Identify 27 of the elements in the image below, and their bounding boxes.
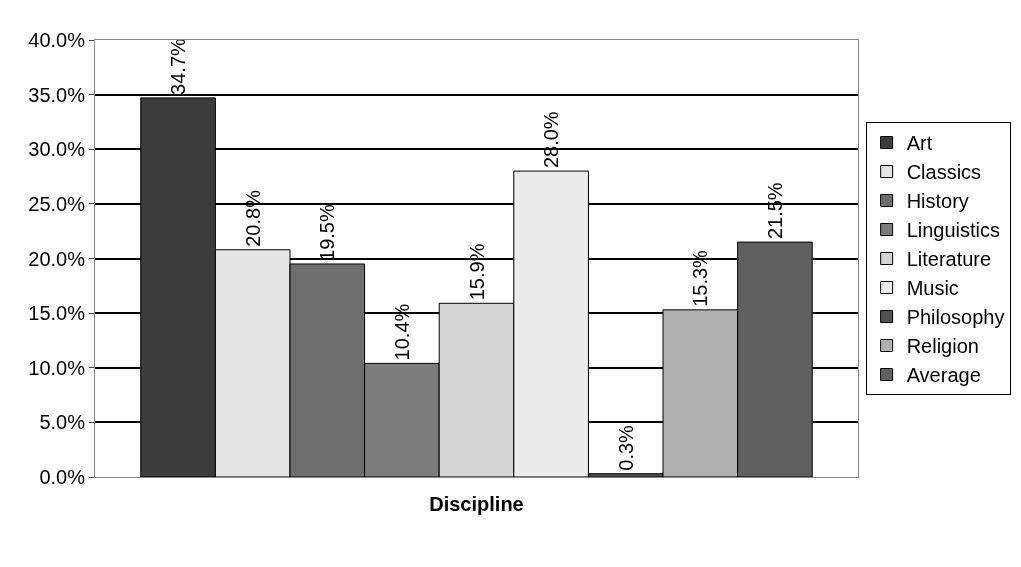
legend-label: History [906,190,969,213]
legend-label: Average [906,364,981,387]
legend-label: Art [906,132,933,155]
data-label: 0.3% [614,424,637,471]
y-tick-label: 20.0% [28,247,86,270]
data-label: 34.7% [167,37,190,95]
data-label: 10.4% [390,303,413,361]
data-label: 15.9% [465,243,488,301]
legend-label: Classics [906,161,982,184]
y-tick-label: 5.0% [39,411,86,434]
y-tick-label: 25.0% [28,192,86,215]
y-tick-label: 0.0% [39,466,86,488]
y-tick-label: 15.0% [28,302,86,325]
legend-label: Religion [906,335,979,358]
y-tick-label: 40.0% [28,29,86,51]
x-axis-title: Discipline [429,492,524,515]
legend-label: Linguistics [906,219,1001,242]
data-label: 21.5% [763,182,786,240]
data-label: 20.8% [241,189,264,247]
legend-label: Music [906,277,959,300]
y-tick-label: 10.0% [28,356,86,379]
y-tick-label: 35.0% [28,83,86,106]
data-label: 15.3% [689,249,712,307]
y-tick-label: 30.0% [28,138,86,161]
legend-label: Philosophy [906,306,1005,329]
legend-label: Literature [906,248,992,271]
data-label: 19.5% [316,204,339,261]
